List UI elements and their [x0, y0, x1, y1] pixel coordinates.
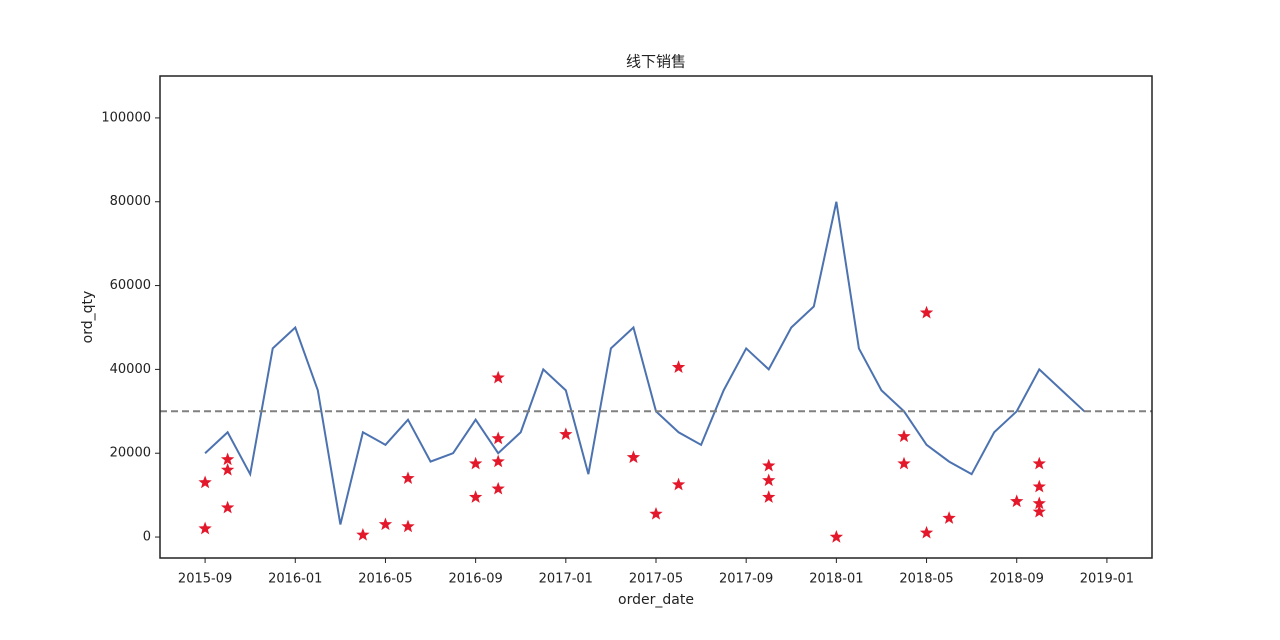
x-tick-label: 2018-05 — [899, 572, 953, 587]
star-marker — [559, 427, 573, 441]
star-marker — [942, 511, 956, 524]
star-marker — [1032, 479, 1046, 493]
x-tick-label: 2019-01 — [1080, 572, 1134, 587]
star-marker — [762, 473, 776, 487]
star-marker — [897, 456, 911, 470]
x-tick-label: 2018-09 — [990, 572, 1044, 587]
star-marker — [220, 452, 235, 466]
series-line — [204, 201, 1086, 525]
star-marker — [762, 490, 776, 503]
star-marker — [626, 450, 641, 464]
star-marker — [491, 481, 505, 495]
x-tick-label: 2017-05 — [629, 572, 683, 587]
chart-title: 线下销售 — [626, 53, 686, 71]
star-marker — [198, 475, 212, 489]
star-marker — [649, 506, 663, 520]
y-axis-label: ord_qty — [80, 291, 96, 344]
star-marker — [919, 305, 934, 319]
star-marker — [671, 360, 686, 373]
star-marker — [897, 429, 911, 443]
star-marker — [198, 521, 212, 535]
y-tick-label: 60000 — [110, 278, 151, 293]
star-marker — [468, 490, 483, 503]
star-marker — [1032, 496, 1046, 510]
star-marker — [491, 454, 505, 468]
x-tick-label: 2017-01 — [539, 572, 593, 587]
star-marker — [919, 525, 934, 539]
star-marker — [762, 458, 776, 472]
star-marker — [468, 456, 483, 470]
x-tick-label: 2018-01 — [809, 572, 863, 587]
x-axis-label: order_date — [618, 592, 694, 608]
star-marker — [220, 462, 235, 476]
x-tick-label: 2015-09 — [178, 572, 232, 587]
star-marker — [671, 477, 686, 491]
y-tick-label: 100000 — [101, 110, 151, 125]
x-tick-label: 2016-01 — [268, 572, 322, 587]
star-marker — [220, 500, 235, 514]
star-marker — [1010, 494, 1024, 508]
star-marker — [378, 517, 393, 531]
y-tick-label: 40000 — [110, 362, 151, 377]
star-marker — [491, 370, 505, 384]
y-tick-label: 20000 — [110, 446, 151, 461]
star-marker — [1032, 456, 1046, 470]
star-marker — [1032, 504, 1046, 518]
x-tick-label: 2016-05 — [358, 572, 412, 587]
x-tick-label: 2017-09 — [719, 572, 773, 587]
y-tick-label: 0 — [143, 530, 151, 545]
star-marker — [401, 471, 415, 485]
plot-frame — [159, 75, 1153, 559]
star-marker — [829, 530, 844, 543]
x-tick-label: 2016-09 — [448, 572, 502, 587]
star-marker — [356, 527, 370, 541]
y-tick-label: 80000 — [110, 194, 151, 209]
star-marker — [491, 431, 505, 445]
star-marker — [401, 519, 415, 533]
